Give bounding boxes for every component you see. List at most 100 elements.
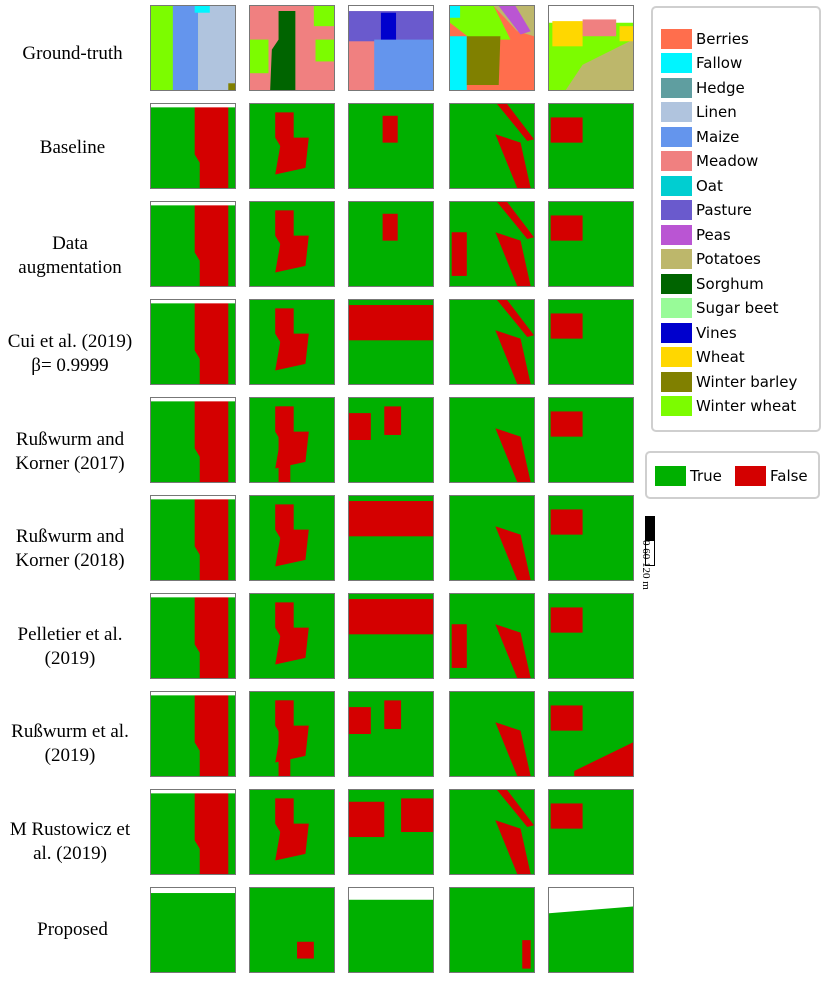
prediction-map-r1-c3 bbox=[449, 103, 535, 189]
legend-label: Fallow bbox=[696, 54, 743, 72]
prediction-map-r6-c0 bbox=[150, 593, 236, 679]
legend-item-fallow: Fallow bbox=[661, 52, 742, 74]
prediction-map-r4-c0 bbox=[150, 397, 236, 483]
prediction-map-r4-c2 bbox=[348, 397, 434, 483]
legend-label: Peas bbox=[696, 226, 731, 244]
prediction-map-r3-c3 bbox=[449, 299, 535, 385]
row-label-russwurm-2017: Rußwurm and Korner (2017) bbox=[15, 429, 125, 474]
legend-item-meadow: Meadow bbox=[661, 150, 758, 172]
legend-label: Wheat bbox=[696, 348, 745, 366]
legend-item-peas: Peas bbox=[661, 224, 731, 246]
prediction-map-r4-c4 bbox=[548, 397, 634, 483]
prediction-map-r5-c0 bbox=[150, 495, 236, 581]
legend-item-linen: Linen bbox=[661, 101, 737, 123]
prediction-map-r2-c3 bbox=[449, 201, 535, 287]
legend-label: Sugar beet bbox=[696, 299, 779, 317]
prediction-map-r9-c2 bbox=[348, 887, 434, 973]
prediction-map-r3-c0 bbox=[150, 299, 236, 385]
legend-label: Berries bbox=[696, 30, 749, 48]
legend-label: Oat bbox=[696, 177, 723, 195]
prediction-map-r9-c3 bbox=[449, 887, 535, 973]
prediction-map-r5-c2 bbox=[348, 495, 434, 581]
legend-item-berries: Berries bbox=[661, 28, 749, 50]
prediction-map-r4-c1 bbox=[249, 397, 335, 483]
legend-item-vines: Vines bbox=[661, 322, 737, 344]
prediction-map-r3-c4 bbox=[548, 299, 634, 385]
prediction-map-r2-c1 bbox=[249, 201, 335, 287]
prediction-map-r2-c2 bbox=[348, 201, 434, 287]
legend-item-winter-barley: Winter barley bbox=[661, 371, 797, 393]
row-label-russwurm-2019: Rußwurm et al. (2019) bbox=[11, 721, 129, 766]
legend-label: True bbox=[690, 467, 722, 485]
prediction-map-r6-c1 bbox=[249, 593, 335, 679]
legend-swatch bbox=[661, 78, 692, 98]
legend-item-sorghum: Sorghum bbox=[661, 273, 764, 295]
prediction-map-r5-c4 bbox=[548, 495, 634, 581]
prediction-map-r7-c3 bbox=[449, 691, 535, 777]
prediction-map-r1-c2 bbox=[348, 103, 434, 189]
prediction-map-r9-c4 bbox=[548, 887, 634, 973]
prediction-map-r6-c3 bbox=[449, 593, 535, 679]
row-label-russwurm-2018: Rußwurm and Korner (2018) bbox=[15, 526, 125, 571]
legend-swatch bbox=[661, 249, 692, 269]
legend-swatch bbox=[661, 151, 692, 171]
prediction-map-r2-c4 bbox=[548, 201, 634, 287]
legend-swatch bbox=[655, 466, 686, 486]
legend-swatch bbox=[661, 29, 692, 49]
legend-swatch bbox=[661, 274, 692, 294]
row-label-rustowicz: M Rustowicz et al. (2019) bbox=[9, 819, 131, 864]
scale-bar bbox=[645, 516, 655, 566]
prediction-map-r6-c4 bbox=[548, 593, 634, 679]
legend-swatch bbox=[735, 466, 766, 486]
prediction-map-r7-c4 bbox=[548, 691, 634, 777]
prediction-map-r4-c3 bbox=[449, 397, 535, 483]
legend-swatch bbox=[661, 347, 692, 367]
legend-label: Pasture bbox=[696, 201, 752, 219]
prediction-map-r7-c1 bbox=[249, 691, 335, 777]
prediction-map-r3-c2 bbox=[348, 299, 434, 385]
prediction-map-r8-c0 bbox=[150, 789, 236, 875]
prediction-map-r8-c1 bbox=[249, 789, 335, 875]
prediction-map-r6-c2 bbox=[348, 593, 434, 679]
legend-label: Sorghum bbox=[696, 275, 764, 293]
legend-swatch bbox=[661, 200, 692, 220]
legend-label: Hedge bbox=[696, 79, 745, 97]
prediction-map-r8-c4 bbox=[548, 789, 634, 875]
legend-label: Maize bbox=[696, 128, 740, 146]
legend-swatch bbox=[661, 225, 692, 245]
row-label-pelletier: Pelletier et al. (2019) bbox=[17, 624, 123, 669]
legend-label: Potatoes bbox=[696, 250, 761, 268]
legend-item-potatoes: Potatoes bbox=[661, 248, 761, 270]
prediction-map-r2-c0 bbox=[150, 201, 236, 287]
prediction-map-r1-c1 bbox=[249, 103, 335, 189]
legend-item-wheat: Wheat bbox=[661, 346, 745, 368]
legend-swatch bbox=[661, 102, 692, 122]
prediction-map-r9-c0 bbox=[150, 887, 236, 973]
legend-label: False bbox=[770, 467, 808, 485]
prediction-map-r5-c1 bbox=[249, 495, 335, 581]
legend-label: Meadow bbox=[696, 152, 759, 170]
prediction-map-r5-c3 bbox=[449, 495, 535, 581]
legend-item-hedge: Hedge bbox=[661, 77, 745, 99]
legend-swatch bbox=[661, 176, 692, 196]
legend-item-sugar-beet: Sugar beet bbox=[661, 297, 779, 319]
legend-swatch bbox=[661, 127, 692, 147]
row-label-cui: Cui et al. (2019) β= 0.9999 bbox=[7, 331, 133, 376]
legend-label: Winter barley bbox=[696, 373, 798, 391]
legend-label: Winter wheat bbox=[696, 397, 797, 415]
legend-swatch bbox=[661, 298, 692, 318]
legend-swatch bbox=[661, 396, 692, 416]
correctness-legend: True False bbox=[645, 451, 820, 499]
ground-truth-map-r0-c4 bbox=[548, 5, 634, 91]
ground-truth-map-r0-c3 bbox=[449, 5, 535, 91]
row-label-data-augmentation: Data augmentation bbox=[18, 233, 122, 278]
ground-truth-map-r0-c0 bbox=[150, 5, 236, 91]
legend-item-maize: Maize bbox=[661, 126, 739, 148]
legend-item-pasture: Pasture bbox=[661, 199, 752, 221]
scale-bar-label: 0 60 120 m bbox=[640, 540, 652, 590]
prediction-map-r8-c2 bbox=[348, 789, 434, 875]
prediction-map-r8-c3 bbox=[449, 789, 535, 875]
prediction-map-r1-c4 bbox=[548, 103, 634, 189]
prediction-map-r7-c0 bbox=[150, 691, 236, 777]
crop-class-legend: Berries Fallow Hedge Linen Maize Meadow … bbox=[651, 6, 821, 432]
